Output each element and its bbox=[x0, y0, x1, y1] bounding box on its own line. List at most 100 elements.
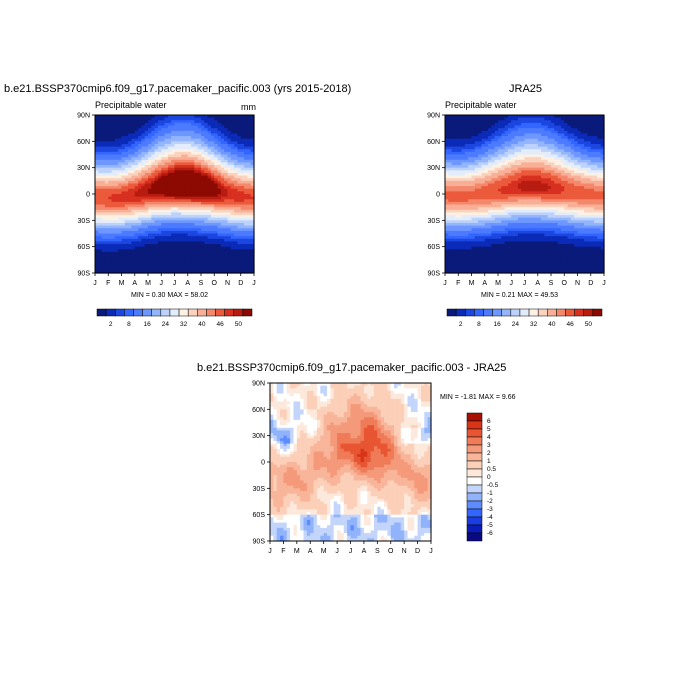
panel1-cell bbox=[154, 149, 159, 153]
panel1-cell bbox=[124, 270, 129, 274]
panel1-cell bbox=[227, 175, 232, 179]
panel2-cell bbox=[517, 241, 522, 245]
panel1-cell bbox=[151, 246, 156, 250]
panel2-cell bbox=[504, 259, 509, 264]
panel1-cell bbox=[121, 175, 126, 179]
panel1-cell bbox=[148, 257, 152, 261]
panel2-cell bbox=[471, 138, 476, 142]
panel1-cell bbox=[250, 115, 255, 119]
panel2-cell bbox=[498, 191, 502, 195]
panel2-cell bbox=[498, 146, 502, 150]
panel2-cell bbox=[461, 170, 466, 174]
panel1-cell bbox=[220, 151, 225, 156]
panel1-cell bbox=[191, 228, 195, 232]
panel1-cell bbox=[247, 196, 252, 200]
panel1-cell bbox=[104, 225, 109, 229]
panel1-cell bbox=[181, 136, 186, 140]
panel2-cell bbox=[461, 254, 466, 258]
panel1-cell bbox=[128, 117, 133, 121]
panel1-cell bbox=[121, 149, 126, 153]
panel2-cell bbox=[541, 151, 545, 156]
panel1-cell bbox=[157, 241, 162, 245]
panel2-cell bbox=[471, 244, 476, 248]
panel2-cell bbox=[494, 188, 499, 192]
panel1-cell bbox=[128, 141, 133, 145]
panel1-cell bbox=[174, 151, 179, 156]
panel2-cell bbox=[514, 188, 519, 192]
panel2-cell bbox=[488, 207, 492, 211]
panel2-cell bbox=[498, 122, 502, 127]
panel1-cell bbox=[227, 115, 232, 119]
panel1-cell bbox=[214, 228, 219, 232]
panel1-cell bbox=[154, 254, 159, 258]
panel1-cell bbox=[187, 207, 192, 211]
panel1-cell bbox=[237, 180, 242, 185]
panel1-cell bbox=[95, 244, 99, 248]
panel2-cell bbox=[481, 207, 486, 211]
panel1-cell bbox=[210, 125, 215, 129]
panel1-cell bbox=[134, 236, 139, 240]
panel1-cell bbox=[240, 122, 245, 127]
panel2-cell bbox=[517, 236, 522, 240]
panel2-cell bbox=[511, 159, 516, 163]
panel1-cell bbox=[177, 115, 182, 119]
panel1-cell bbox=[134, 233, 139, 237]
panel2-cell bbox=[494, 225, 499, 229]
panel1-cell bbox=[230, 238, 235, 242]
panel2-cell bbox=[537, 230, 542, 235]
panel1-cell bbox=[154, 225, 159, 229]
panel2-cell bbox=[521, 130, 526, 135]
panel1-cell bbox=[98, 230, 103, 235]
panel1-cell bbox=[138, 228, 142, 232]
panel1-cell bbox=[101, 230, 106, 235]
panel2-cell bbox=[474, 194, 479, 198]
panel2-cell bbox=[491, 244, 496, 248]
panel1-cell bbox=[148, 170, 152, 174]
panel2-cell bbox=[507, 191, 512, 195]
panel2-cell bbox=[458, 141, 463, 145]
panel1-cell bbox=[161, 122, 166, 127]
panel2-cell bbox=[521, 199, 526, 203]
panel2-cell bbox=[448, 230, 453, 235]
panel2-cell bbox=[537, 215, 542, 219]
panel1-cell bbox=[230, 207, 235, 211]
panel2-cell bbox=[468, 236, 473, 240]
panel1-cell bbox=[174, 146, 179, 150]
panel2-cell bbox=[534, 254, 539, 258]
panel1-cell bbox=[138, 125, 142, 129]
panel1-cell bbox=[234, 175, 239, 179]
panel1-cell bbox=[194, 233, 199, 237]
panel2-cell bbox=[544, 254, 549, 258]
panel2-cell bbox=[501, 159, 506, 163]
panel1-cell bbox=[234, 228, 239, 232]
panel1-cell bbox=[194, 191, 199, 195]
panel2-cell bbox=[524, 138, 529, 142]
panel1-cell bbox=[95, 120, 99, 124]
panel2-cell bbox=[481, 257, 486, 261]
panel2-cell bbox=[481, 259, 486, 264]
panel2-cell bbox=[481, 270, 486, 274]
panel1-cell bbox=[101, 115, 106, 119]
panel1-cell bbox=[154, 143, 159, 148]
panel1-cell bbox=[234, 265, 239, 269]
panel1-cell bbox=[247, 236, 252, 240]
panel1-cell bbox=[148, 117, 152, 121]
panel2-cell bbox=[541, 117, 545, 121]
panel1-cell bbox=[151, 215, 156, 219]
panel2-cell bbox=[454, 138, 459, 142]
panel1-cell bbox=[214, 146, 219, 150]
panel1-cell bbox=[167, 162, 172, 166]
panel2-cell bbox=[544, 230, 549, 235]
panel1-cell bbox=[224, 267, 229, 271]
panel2-cell bbox=[534, 122, 539, 127]
panel1-cell bbox=[184, 199, 189, 203]
panel2-cell bbox=[531, 228, 536, 232]
panel2-cell bbox=[445, 120, 449, 124]
panel2-cell bbox=[471, 186, 476, 190]
panel1-cell bbox=[194, 170, 199, 174]
panel2-cell bbox=[445, 249, 449, 253]
panel2-cell bbox=[488, 138, 492, 142]
panel1-cell bbox=[118, 259, 123, 264]
panel1-cell bbox=[98, 120, 103, 124]
panel2-cell bbox=[531, 170, 536, 174]
